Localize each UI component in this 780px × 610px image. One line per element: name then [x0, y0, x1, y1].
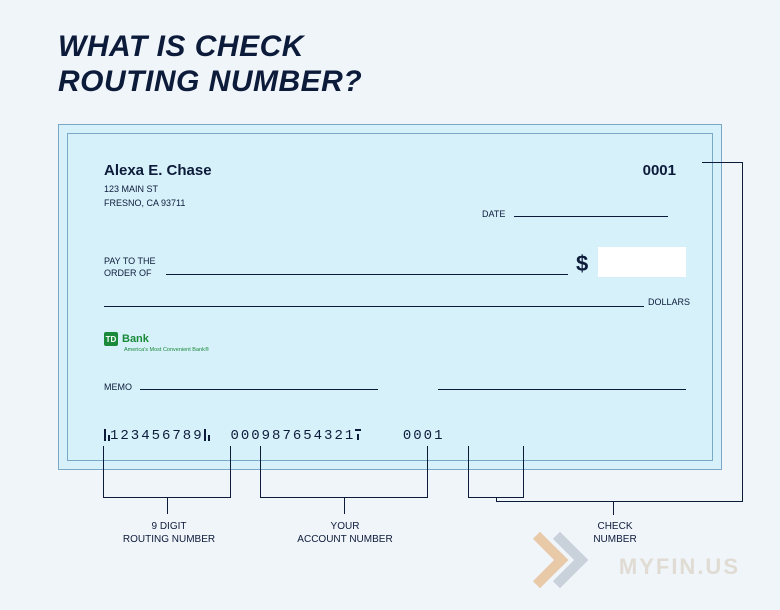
address-line-1: 123 MAIN ST — [104, 184, 158, 194]
check-top-leader-h — [702, 162, 742, 163]
micr-line: 123456789 000987654321 0001 — [104, 428, 444, 444]
dollars-label: DOLLARS — [648, 297, 690, 307]
dollar-sign: $ — [576, 251, 588, 277]
routing-bracket — [103, 446, 231, 498]
account-callout-label: YOUR ACCOUNT NUMBER — [278, 520, 412, 546]
bank-tagline: America's Most Convenient Bank® — [124, 347, 209, 353]
routing-leader — [167, 498, 168, 514]
amount-words-line — [104, 306, 644, 307]
account-bracket — [260, 446, 428, 498]
page-title: WHAT IS CHECK ROUTING NUMBER? — [58, 30, 362, 99]
payee-line — [166, 274, 568, 275]
check-top-leader-v — [742, 162, 743, 501]
bank-logo: TD Bank — [104, 332, 149, 346]
check-container: Alexa E. Chase 123 MAIN ST FRESNO, CA 93… — [58, 124, 722, 470]
routing-callout-label: 9 DIGIT ROUTING NUMBER — [104, 520, 234, 546]
check-bottom-bracket — [468, 446, 524, 498]
date-line — [514, 216, 668, 217]
account-holder-name: Alexa E. Chase — [104, 162, 212, 179]
signature-line — [438, 389, 686, 390]
micr-routing-symbol-right — [204, 429, 210, 441]
check-join-v — [613, 501, 614, 515]
bank-logo-icon: TD — [104, 332, 118, 346]
date-label: DATE — [482, 209, 505, 219]
micr-account-number: 000987654321 — [230, 428, 355, 444]
check-number-top: 0001 — [643, 162, 676, 179]
bank-logo-text: Bank — [122, 333, 149, 345]
check-join-h — [496, 501, 743, 502]
micr-routing-number: 123456789 — [110, 428, 204, 444]
micr-check-number: 0001 — [403, 428, 445, 444]
pay-to-order-label: PAY TO THE ORDER OF — [104, 256, 156, 279]
memo-label: MEMO — [104, 382, 132, 392]
amount-box — [598, 247, 686, 277]
account-leader — [344, 498, 345, 514]
micr-routing-symbol-left — [104, 429, 110, 441]
micr-account-symbol — [355, 429, 361, 441]
address-line-2: FRESNO, CA 93711 — [104, 198, 185, 208]
check-inner-border: Alexa E. Chase 123 MAIN ST FRESNO, CA 93… — [67, 133, 713, 461]
memo-line — [140, 389, 378, 390]
watermark-text: MYFIN.US — [619, 554, 740, 580]
watermark-chevron-icon — [520, 540, 600, 580]
